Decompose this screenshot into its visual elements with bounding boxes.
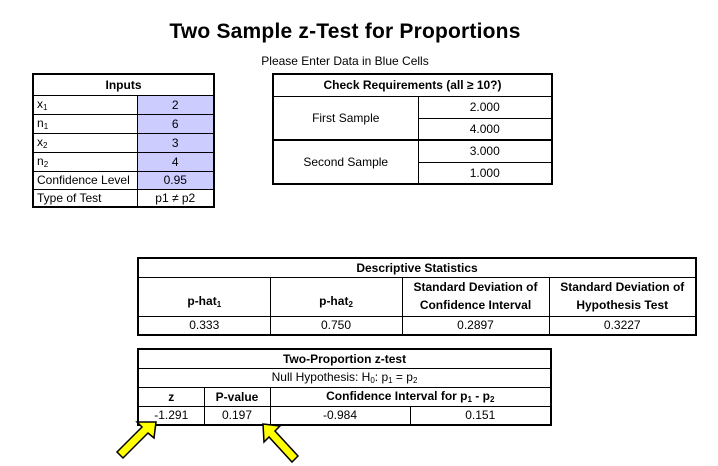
- input-label-x1: x1: [32, 94, 138, 115]
- inputs-header: Inputs: [32, 73, 215, 96]
- first-sample-value-1: 2.000: [417, 95, 553, 119]
- first-sample-value-2: 4.000: [417, 117, 553, 141]
- page-subtitle: Please Enter Data in Blue Cells: [261, 54, 429, 68]
- input-label-confidence: Confidence Level: [32, 170, 138, 190]
- ci-lower-value: -0.984: [269, 405, 411, 426]
- input-label-test-type: Type of Test: [32, 188, 138, 208]
- page-title: Two Sample z-Test for Proportions: [169, 20, 521, 43]
- input-label-n1: n1: [32, 113, 138, 134]
- input-cell-test-type[interactable]: p1 ≠ p2: [136, 188, 215, 208]
- ztest-header: Two-Proportion z-test: [137, 348, 552, 369]
- arrow-to-z-icon: [115, 421, 157, 460]
- second-sample-value-1: 3.000: [417, 139, 553, 163]
- requirements-header: Check Requirements (all ≥ 10?): [272, 73, 553, 97]
- input-cell-n1[interactable]: 6: [136, 113, 215, 134]
- requirements-table: Check Requirements (all ≥ 10?) First Sam…: [272, 73, 554, 185]
- null-hypothesis: Null Hypothesis: H0: p1 = p2: [137, 367, 552, 388]
- col-phat1: p-hat1: [137, 276, 271, 317]
- phat2-value: 0.750: [269, 315, 403, 336]
- first-sample-label: First Sample: [272, 95, 419, 141]
- col-z: z: [137, 386, 205, 407]
- col-sd-ci: Standard Deviation of Confidence Interval: [401, 276, 550, 317]
- input-cell-n2[interactable]: 4: [136, 151, 215, 172]
- second-sample-label: Second Sample: [272, 139, 419, 185]
- input-cell-confidence[interactable]: 0.95: [136, 170, 215, 190]
- col-pvalue: P-value: [203, 386, 271, 407]
- arrow-to-pvalue-icon: [262, 423, 300, 464]
- sd-ci-value: 0.2897: [401, 315, 550, 336]
- ztest-table: Two-Proportion z-test Null Hypothesis: H…: [137, 348, 553, 426]
- inputs-table: Inputs x1 2 n1 6 x2 3 n2 4 Confidence Le…: [32, 73, 215, 208]
- ci-upper-value: 0.151: [409, 405, 552, 426]
- input-label-x2: x2: [32, 132, 138, 153]
- col-phat2: p-hat2: [269, 276, 403, 317]
- second-sample-value-2: 1.000: [417, 161, 553, 185]
- input-cell-x2[interactable]: 3: [136, 132, 215, 153]
- descriptive-stats-table: Descriptive Statistics p-hat1 p-hat2 Sta…: [137, 257, 698, 336]
- col-sd-ht: Standard Deviation of Hypothesis Test: [548, 276, 697, 317]
- z-value: -1.291: [137, 405, 205, 426]
- sd-ht-value: 0.3227: [548, 315, 697, 336]
- input-cell-x1[interactable]: 2: [136, 94, 215, 115]
- descriptive-header: Descriptive Statistics: [137, 257, 697, 278]
- phat1-value: 0.333: [137, 315, 271, 336]
- col-confidence-interval: Confidence Interval for p1 - p2: [269, 386, 552, 407]
- input-label-n2: n2: [32, 151, 138, 172]
